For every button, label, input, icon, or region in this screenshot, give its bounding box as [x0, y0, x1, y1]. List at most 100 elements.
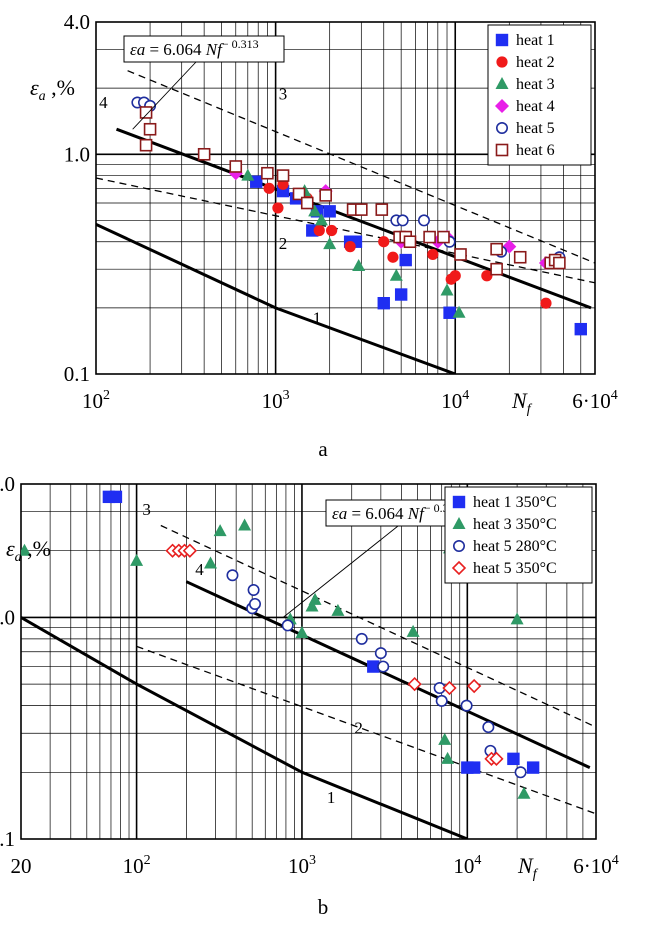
- legend-box: [487, 24, 592, 166]
- data-point: [248, 597, 261, 610]
- equation-leader: [282, 525, 399, 618]
- curve-label-1: 1: [327, 788, 336, 807]
- legend-marker: [495, 143, 509, 157]
- data-point: [139, 138, 153, 152]
- data-point: [407, 676, 422, 692]
- data-point: [21, 543, 32, 556]
- series-heat-1-350-c: [102, 490, 540, 774]
- x-tick-label: 6·104: [573, 853, 619, 878]
- data-point: [305, 599, 319, 612]
- data-point: [331, 603, 345, 616]
- series-heat-5-280-c: [226, 569, 527, 779]
- legend-label: heat 5 350°C: [473, 560, 557, 577]
- x-tick-label: 104: [453, 853, 481, 878]
- data-point: [204, 556, 218, 569]
- data-point: [460, 699, 473, 712]
- series-heat-3-350-c: [21, 518, 531, 799]
- data-point: [440, 283, 454, 296]
- data-point: [417, 214, 430, 227]
- data-point: [481, 270, 493, 282]
- x-tick-label: 103: [288, 853, 316, 878]
- data-point: [513, 250, 527, 264]
- y-tick-label: 4.0: [64, 10, 90, 34]
- data-point: [510, 612, 524, 625]
- data-point: [490, 262, 503, 276]
- legend-label: heat 6: [516, 142, 555, 159]
- data-point: [553, 256, 566, 270]
- data-point: [437, 230, 450, 244]
- series-heat-3: [241, 168, 466, 318]
- data-point: [197, 147, 211, 161]
- data-point: [396, 214, 409, 227]
- data-point: [355, 632, 368, 645]
- curve-1: [21, 616, 468, 839]
- curves: [96, 70, 595, 374]
- x-tick-label: 104: [441, 388, 469, 413]
- x-tick-label: 102: [123, 853, 151, 878]
- data-point: [378, 236, 390, 248]
- data-point: [326, 224, 338, 237]
- panel-label: a: [318, 437, 328, 461]
- legend-marker: [495, 77, 509, 89]
- data-point: [241, 168, 255, 181]
- data-point: [226, 569, 239, 582]
- data-point: [406, 624, 420, 637]
- curve-label-2: 2: [354, 718, 363, 737]
- data-point: [377, 660, 390, 673]
- data-point: [323, 205, 336, 218]
- data-point: [308, 592, 322, 605]
- data-point: [295, 626, 309, 639]
- data-point: [300, 196, 314, 210]
- equation-box: [123, 35, 285, 63]
- x-tick-label: 103: [262, 388, 290, 413]
- legend-marker: [495, 122, 508, 135]
- plot-frame: [95, 21, 596, 375]
- x-tick-label: 102: [82, 388, 110, 413]
- data-point: [272, 202, 284, 214]
- data-point: [399, 253, 412, 267]
- data-point: [427, 248, 439, 261]
- data-point: [490, 242, 503, 256]
- y-tick-label: 1.0: [64, 142, 90, 166]
- legend-marker: [452, 539, 465, 552]
- data-point: [213, 524, 227, 537]
- equation-leader: [132, 61, 197, 130]
- curve-label-2: 2: [279, 234, 288, 253]
- data-points: [21, 490, 540, 799]
- data-point: [454, 248, 467, 261]
- data-point: [423, 230, 436, 244]
- data-point: [467, 678, 482, 694]
- data-point: [467, 761, 481, 774]
- legend-marker: [452, 517, 466, 529]
- data-point: [314, 213, 328, 226]
- y-tick-label: 1.0: [0, 605, 15, 629]
- legend-marker: [495, 33, 509, 47]
- data-point: [507, 752, 520, 766]
- x-axis-label: Nf: [517, 853, 539, 882]
- legend-label: heat 5 280°C: [473, 538, 557, 555]
- data-point: [308, 204, 322, 217]
- data-point: [389, 268, 403, 281]
- data-point: [517, 786, 531, 799]
- curve-4: [115, 127, 592, 310]
- curve-label-4: 4: [99, 93, 108, 112]
- equation-text: εa = 6.064 Nf− 0.313: [130, 37, 259, 59]
- data-point: [352, 259, 366, 272]
- legend: heat 1 heat 2 heat 3 heat 4 heat 5 heat 6: [487, 24, 592, 166]
- x-tick-label: 6·104: [572, 388, 618, 413]
- x-axis-label: Nf: [511, 388, 533, 417]
- data-point: [247, 583, 260, 596]
- legend-label: heat 3 350°C: [473, 516, 557, 533]
- data-point: [323, 237, 337, 250]
- data-point: [374, 647, 387, 660]
- data-point: [394, 288, 408, 301]
- data-point: [489, 751, 504, 766]
- data-point: [313, 224, 325, 237]
- legend-marker: [451, 560, 467, 576]
- legend-label: heat 2: [516, 54, 555, 71]
- curve-label-4: 4: [195, 560, 204, 579]
- data-point: [540, 297, 552, 309]
- data-point: [292, 187, 306, 201]
